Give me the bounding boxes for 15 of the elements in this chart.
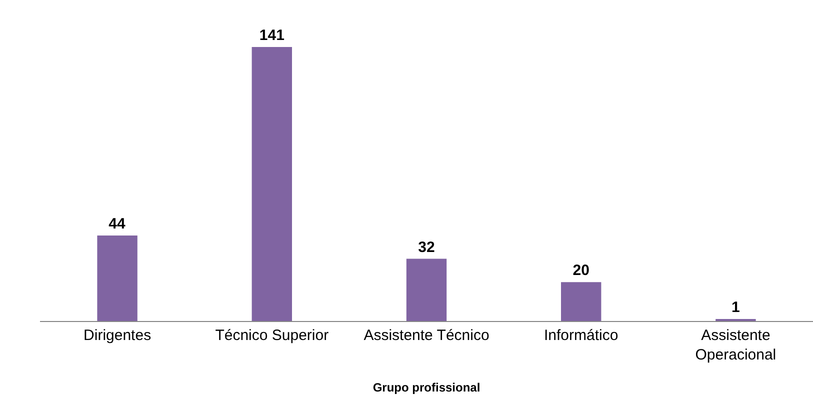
data-label: 1 xyxy=(732,299,740,316)
data-label: 141 xyxy=(259,26,284,44)
bar xyxy=(97,235,138,321)
data-label: 20 xyxy=(572,262,590,280)
x-tick-label: Assistente Operacional xyxy=(695,327,776,364)
bar xyxy=(406,258,447,321)
x-tick-label: Assistente Técnico xyxy=(364,327,490,344)
x-tick-label: Técnico Superior xyxy=(215,327,329,344)
x-tick-label: Dirigentes xyxy=(84,327,152,344)
bar xyxy=(561,282,602,321)
bar xyxy=(252,46,292,321)
x-axis-title: Grupo profissional xyxy=(372,380,480,394)
x-tick-label: Informático xyxy=(544,327,618,344)
data-label: 44 xyxy=(108,215,126,232)
data-label: 32 xyxy=(418,238,435,256)
